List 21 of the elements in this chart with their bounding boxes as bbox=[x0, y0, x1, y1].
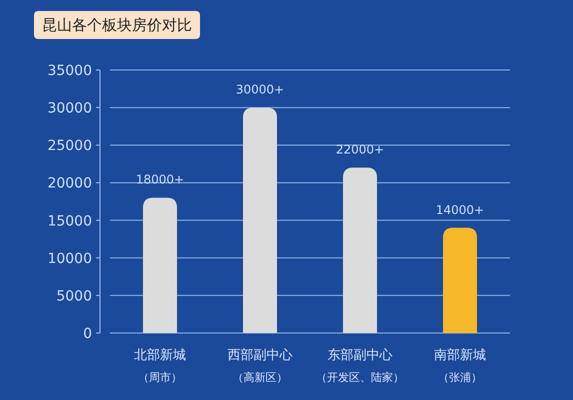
x-tick-label: 北部新城（周市） bbox=[134, 348, 186, 384]
y-tick-label: 20000 bbox=[47, 176, 92, 192]
data-label: 14000+ bbox=[436, 202, 484, 217]
y-tick-label: 0 bbox=[83, 326, 92, 342]
chart-title: 昆山各个板块房价对比 bbox=[42, 16, 192, 34]
title: 昆山各个板块房价对比 bbox=[34, 11, 200, 39]
bar bbox=[143, 198, 177, 333]
y-tick-label: 10000 bbox=[47, 250, 92, 267]
data-label: 22000+ bbox=[336, 142, 384, 157]
data-label: 30000+ bbox=[236, 82, 284, 97]
bar bbox=[243, 108, 277, 333]
bar bbox=[343, 168, 377, 333]
y-tick-label: 5000 bbox=[56, 288, 92, 304]
y-tick-label: 35000 bbox=[47, 63, 92, 79]
bar bbox=[443, 228, 477, 333]
x-tick-label: 东部副中心（开发区、陆家） bbox=[316, 347, 404, 384]
y-tick-label: 30000 bbox=[47, 100, 92, 117]
y-tick-label: 25000 bbox=[47, 138, 92, 154]
x-tick-label: 南部新城（张浦） bbox=[434, 348, 486, 384]
x-tick-label: 西部副中心（高新区） bbox=[228, 347, 292, 384]
y-tick-label: 15000 bbox=[47, 213, 92, 230]
